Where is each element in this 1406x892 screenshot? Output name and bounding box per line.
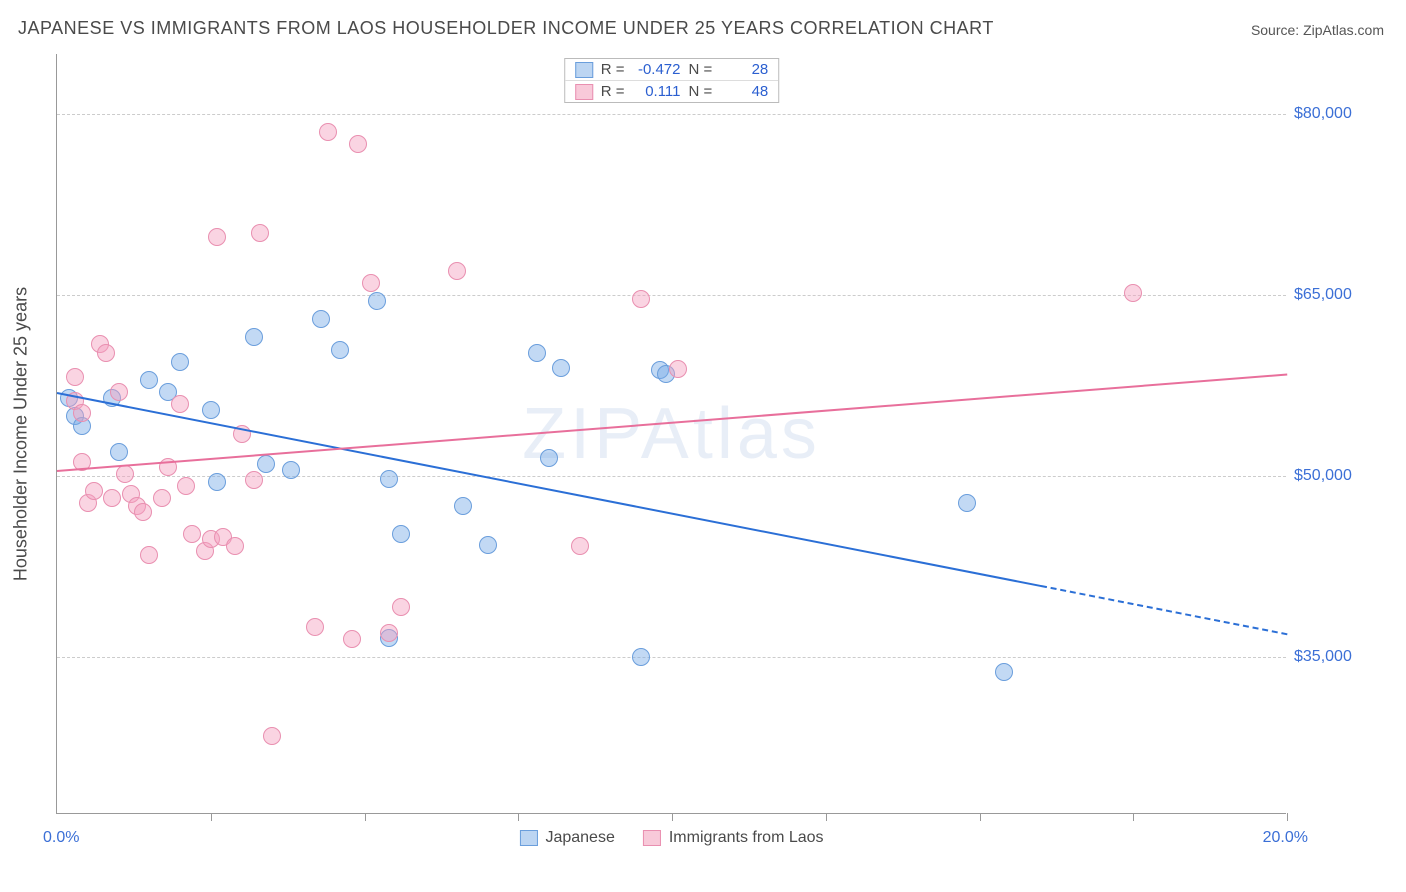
gridline-h — [57, 657, 1286, 658]
x-tick — [1133, 813, 1134, 821]
scatter-point — [632, 648, 650, 666]
gridline-h — [57, 295, 1286, 296]
r-value-japanese: -0.472 — [633, 61, 681, 78]
n-value-laos: 48 — [720, 83, 768, 100]
x-tick — [826, 813, 827, 821]
scatter-point — [632, 290, 650, 308]
scatter-point — [171, 395, 189, 413]
x-tick — [365, 813, 366, 821]
scatter-point — [226, 537, 244, 555]
n-value-japanese: 28 — [720, 61, 768, 78]
source-attribution: Source: ZipAtlas.com — [1251, 22, 1384, 38]
scatter-point — [282, 461, 300, 479]
scatter-point — [312, 310, 330, 328]
correlation-stats-box: R = -0.472 N = 28 R = 0.111 N = 48 — [564, 58, 780, 103]
gridline-h — [57, 114, 1286, 115]
legend-label-laos: Immigrants from Laos — [669, 829, 824, 847]
swatch-laos — [575, 84, 593, 100]
scatter-point — [110, 443, 128, 461]
x-axis-max-label: 20.0% — [1263, 829, 1308, 847]
scatter-point — [540, 449, 558, 467]
legend-label-japanese: Japanese — [545, 829, 614, 847]
x-axis-min-label: 0.0% — [43, 829, 79, 847]
n-label: N = — [689, 83, 713, 100]
scatter-point — [454, 497, 472, 515]
scatter-point — [110, 383, 128, 401]
scatter-point — [73, 404, 91, 422]
scatter-point — [368, 292, 386, 310]
scatter-point — [208, 228, 226, 246]
legend-swatch-laos — [643, 830, 661, 846]
scatter-point — [479, 536, 497, 554]
scatter-point — [140, 371, 158, 389]
trend-line — [1041, 585, 1287, 635]
scatter-point — [171, 353, 189, 371]
gridline-h — [57, 476, 1286, 477]
scatter-point — [571, 537, 589, 555]
r-label: R = — [601, 83, 625, 100]
scatter-point — [380, 470, 398, 488]
scatter-point — [349, 135, 367, 153]
scatter-point — [380, 624, 398, 642]
scatter-point — [1124, 284, 1142, 302]
y-tick-label: $80,000 — [1294, 105, 1394, 123]
x-tick — [1287, 813, 1288, 821]
scatter-point — [140, 546, 158, 564]
scatter-point — [331, 341, 349, 359]
chart-title: JAPANESE VS IMMIGRANTS FROM LAOS HOUSEHO… — [18, 18, 994, 39]
r-value-laos: 0.111 — [633, 83, 681, 100]
scatter-point — [392, 525, 410, 543]
x-tick — [211, 813, 212, 821]
scatter-point — [995, 663, 1013, 681]
x-tick — [518, 813, 519, 821]
scatter-point — [116, 465, 134, 483]
scatter-point — [208, 473, 226, 491]
scatter-point — [552, 359, 570, 377]
watermark: ZIPAtlas — [522, 393, 821, 475]
scatter-point — [263, 727, 281, 745]
scatter-point — [306, 618, 324, 636]
scatter-point — [343, 630, 361, 648]
r-label: R = — [601, 61, 625, 78]
scatter-point — [183, 525, 201, 543]
legend-swatch-japanese — [519, 830, 537, 846]
scatter-point — [153, 489, 171, 507]
y-tick-label: $50,000 — [1294, 467, 1394, 485]
scatter-point — [392, 598, 410, 616]
stats-row-laos: R = 0.111 N = 48 — [565, 80, 779, 102]
scatter-point — [251, 224, 269, 242]
legend-item-japanese: Japanese — [519, 829, 614, 847]
trend-line — [57, 374, 1287, 473]
x-tick — [980, 813, 981, 821]
scatter-point — [245, 328, 263, 346]
scatter-point — [319, 123, 337, 141]
scatter-point — [177, 477, 195, 495]
scatter-point — [257, 455, 275, 473]
scatter-point — [528, 344, 546, 362]
scatter-point — [448, 262, 466, 280]
swatch-japanese — [575, 62, 593, 78]
scatter-point — [97, 344, 115, 362]
y-tick-label: $65,000 — [1294, 286, 1394, 304]
scatter-point — [669, 360, 687, 378]
scatter-point — [245, 471, 263, 489]
scatter-point — [85, 482, 103, 500]
scatter-point — [202, 401, 220, 419]
scatter-point — [66, 368, 84, 386]
scatter-point — [362, 274, 380, 292]
plot-area: Householder Income Under 25 years ZIPAtl… — [56, 54, 1286, 814]
scatter-point — [103, 489, 121, 507]
y-axis-label: Householder Income Under 25 years — [11, 286, 32, 580]
y-tick-label: $35,000 — [1294, 648, 1394, 666]
scatter-point — [958, 494, 976, 512]
scatter-point — [134, 503, 152, 521]
x-tick — [672, 813, 673, 821]
stats-row-japanese: R = -0.472 N = 28 — [565, 59, 779, 80]
legend-item-laos: Immigrants from Laos — [643, 829, 824, 847]
legend: Japanese Immigrants from Laos — [519, 829, 823, 847]
n-label: N = — [689, 61, 713, 78]
